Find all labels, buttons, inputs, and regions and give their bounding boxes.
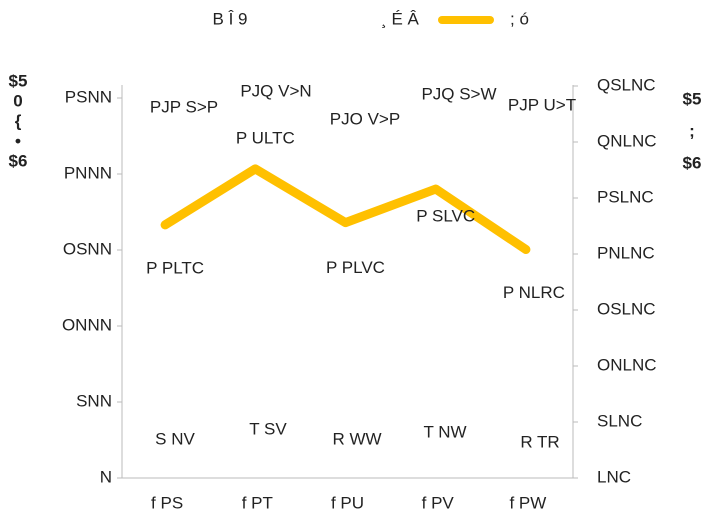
- line: [160, 164, 531, 255]
- annotation: PJP S>P: [150, 97, 218, 116]
- y-tick-label: OSNN: [63, 239, 112, 258]
- x-tick-label: f PT: [242, 493, 273, 512]
- y2-tick-label: SLNC: [597, 411, 642, 430]
- data-label: P PLVC: [326, 258, 385, 277]
- annotation: PJO V>P: [330, 109, 400, 128]
- y2-tick-label: LNC: [597, 467, 631, 486]
- x-tick-label: f PS: [151, 493, 183, 512]
- y2-tick-label: ONLNC: [597, 355, 657, 374]
- y-tick-label: PNNN: [64, 163, 112, 182]
- y-axis-title: •: [15, 131, 21, 150]
- x-tick-label: f PW: [509, 493, 546, 512]
- data-label: P SLVC: [416, 207, 475, 226]
- annotation: R WW: [332, 429, 381, 448]
- x-tick-label: f PU: [331, 493, 364, 512]
- y2-tick-label: QNLNC: [597, 131, 657, 150]
- y-tick-label: PSNN: [65, 87, 112, 106]
- y2-tick-label: PSLNC: [597, 187, 654, 206]
- x-tick-label: f PV: [422, 493, 455, 512]
- data-label: P NLRC: [503, 283, 565, 302]
- legend-label: ; ó: [510, 9, 529, 28]
- y2-tick-label: QSLNC: [597, 75, 656, 94]
- y-tick-label: N: [100, 467, 112, 486]
- y2-axis-title: ;: [689, 121, 695, 140]
- legend-label: ¸ É Â: [381, 9, 419, 28]
- y2-tick-label: OSLNC: [597, 299, 656, 318]
- annotation: S NV: [155, 429, 195, 448]
- y2-axis-title: $6: [683, 153, 702, 172]
- y-axis-title: $6: [9, 151, 28, 170]
- annotation: R TR: [520, 432, 559, 451]
- y-tick-label: SNN: [76, 391, 112, 410]
- y2-tick-label: PNLNC: [597, 243, 655, 262]
- y-axis-title: 0: [13, 91, 22, 110]
- y-tick-label: ONNN: [62, 315, 112, 334]
- annotation: PJQ S>W: [421, 84, 496, 103]
- annotation: T NW: [423, 422, 466, 441]
- legend-label: B Î 9: [213, 9, 248, 28]
- y-axis-title: {: [15, 111, 22, 130]
- data-label: P PLTC: [146, 258, 204, 277]
- annotation: T SV: [249, 419, 287, 438]
- data-label: P ULTC: [236, 128, 295, 147]
- annotation: PJQ V>N: [240, 81, 311, 100]
- y-axis-title: $5: [9, 71, 28, 90]
- annotation: PJP U>T: [508, 95, 576, 114]
- y2-axis-title: $5: [683, 89, 702, 108]
